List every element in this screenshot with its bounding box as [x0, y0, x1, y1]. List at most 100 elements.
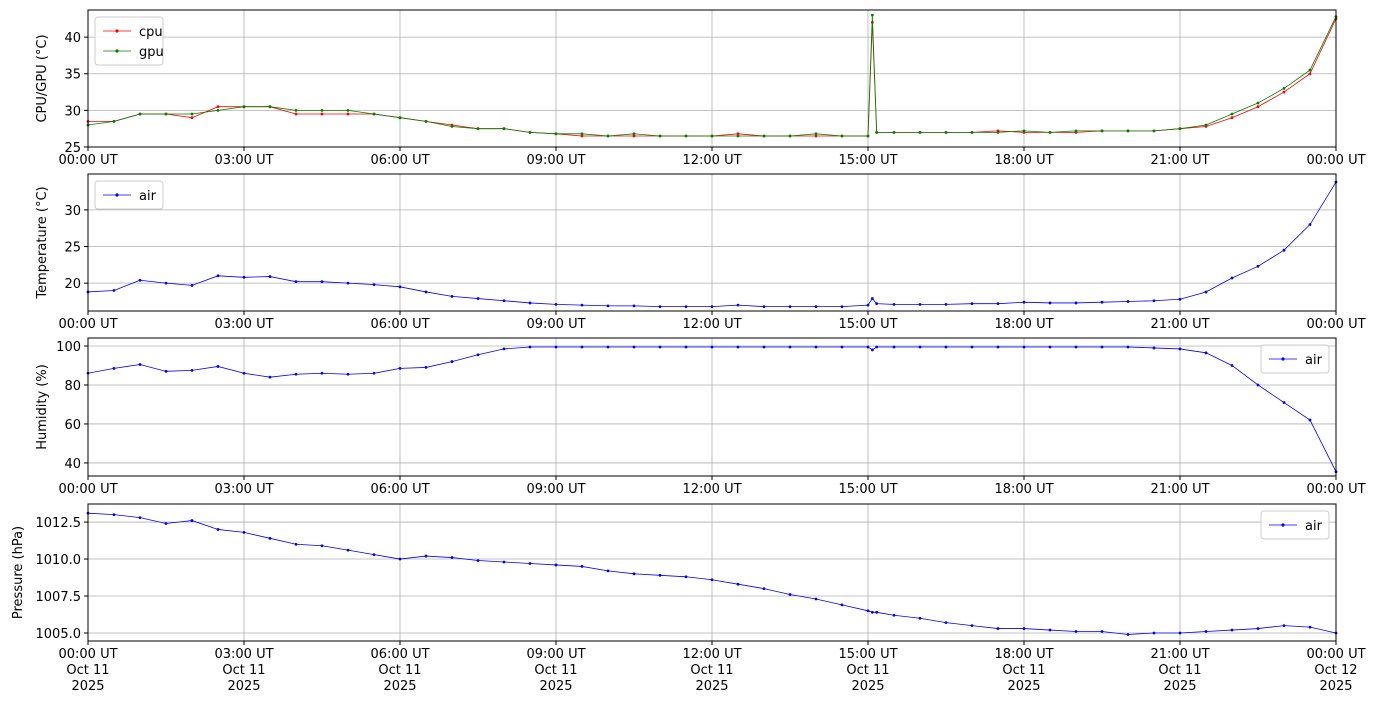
data-point: [320, 108, 324, 112]
data-point: [1074, 345, 1078, 349]
data-point: [294, 542, 298, 546]
data-point: [502, 347, 506, 351]
data-point: [294, 372, 298, 376]
data-point: [398, 367, 402, 370]
data-point: [970, 130, 974, 134]
data-point: [346, 281, 350, 285]
y-tick-label: 40: [64, 457, 81, 472]
x-tick-label: 21:00 UT: [1150, 317, 1210, 332]
y-tick-label: 30: [64, 104, 81, 119]
data-point: [164, 522, 168, 525]
data-point: [1100, 630, 1104, 633]
legend-marker: [1281, 523, 1285, 527]
data-point: [1256, 264, 1260, 268]
legend: air: [94, 180, 164, 210]
data-point: [424, 554, 428, 558]
data-point: [840, 345, 844, 349]
data-point: [242, 275, 246, 279]
data-point: [268, 105, 272, 109]
data-point: [840, 134, 844, 138]
data-point: [346, 112, 350, 116]
data-point: [1256, 383, 1260, 387]
data-point: [1256, 101, 1260, 105]
x-tick-label: 12:00 UT Oct 11 2025: [682, 647, 742, 694]
data-point: [996, 345, 1000, 349]
legend-marker: [115, 49, 119, 53]
x-tick-label: 03:00 UT: [214, 482, 274, 497]
plot-frame: [87, 337, 1337, 477]
data-point: [216, 528, 220, 531]
data-point: [502, 560, 506, 564]
data-point: [450, 556, 454, 559]
x-tick-label: 00:00 UT: [58, 482, 118, 497]
y-tick-label: 1010.0: [36, 553, 82, 568]
data-point: [866, 609, 870, 613]
x-tick-label: 09:00 UT: [526, 317, 586, 332]
data-point: [1126, 300, 1130, 303]
x-tick-label: 18:00 UT Oct 11 2025: [994, 647, 1054, 694]
data-point: [658, 345, 662, 349]
data-point: [398, 116, 402, 120]
y-tick-label: 1007.5: [36, 590, 82, 605]
data-point: [762, 305, 766, 309]
x-tick-label: 03:00 UT: [214, 153, 274, 168]
data-point: [476, 559, 480, 562]
data-point: [710, 345, 714, 349]
data-point: [476, 297, 480, 300]
data-point: [554, 563, 558, 567]
data-point: [294, 280, 298, 284]
data-point: [1256, 627, 1260, 630]
y-tick-label: 25: [64, 241, 81, 256]
data-point: [476, 353, 480, 357]
data-point: [580, 345, 584, 349]
data-point: [164, 112, 168, 116]
data-point: [875, 345, 879, 349]
data-point: [606, 569, 610, 573]
data-point: [870, 13, 874, 17]
data-point: [1308, 68, 1312, 72]
data-point: [190, 368, 194, 372]
data-point: [424, 119, 428, 123]
plot-frame: [87, 173, 1337, 312]
data-point: [918, 616, 922, 620]
data-point: [870, 297, 874, 300]
data-point: [1230, 628, 1234, 632]
data-point: [944, 130, 948, 134]
data-point: [190, 112, 194, 116]
data-point: [580, 303, 584, 307]
data-point: [1178, 631, 1182, 635]
data-point: [190, 519, 194, 522]
data-point: [1282, 401, 1286, 404]
data-point: [1152, 631, 1156, 635]
data-point: [1100, 345, 1104, 349]
data-point: [996, 130, 1000, 134]
legend-label: air: [1305, 353, 1323, 368]
data-point: [1230, 364, 1234, 367]
plot-frame: [87, 503, 1337, 642]
data-point: [528, 562, 532, 565]
legend-label: cpu: [139, 25, 163, 40]
data-point: [242, 371, 246, 375]
data-point: [840, 305, 844, 309]
data-point: [476, 127, 480, 131]
data-point: [788, 134, 792, 138]
data-point: [164, 369, 168, 373]
data-point: [528, 345, 532, 349]
x-tick-label: 21:00 UT: [1150, 153, 1210, 168]
data-point: [1204, 123, 1208, 127]
y-tick-label: 100: [56, 340, 81, 355]
data-point: [112, 289, 116, 292]
x-tick-label: 18:00 UT: [994, 153, 1054, 168]
data-point: [1308, 625, 1312, 629]
data-point: [944, 303, 948, 306]
data-point: [372, 371, 376, 375]
y-tick-label: 30: [64, 204, 81, 219]
x-tick-label: 09:00 UT: [526, 153, 586, 168]
data-point: [242, 531, 246, 534]
data-point: [398, 557, 402, 561]
x-tick-label: 09:00 UT: [526, 482, 586, 497]
x-tick-label: 00:00 UT: [1306, 317, 1366, 332]
y-axis-label: Pressure (hPa): [11, 526, 26, 619]
data-point: [1074, 301, 1078, 305]
